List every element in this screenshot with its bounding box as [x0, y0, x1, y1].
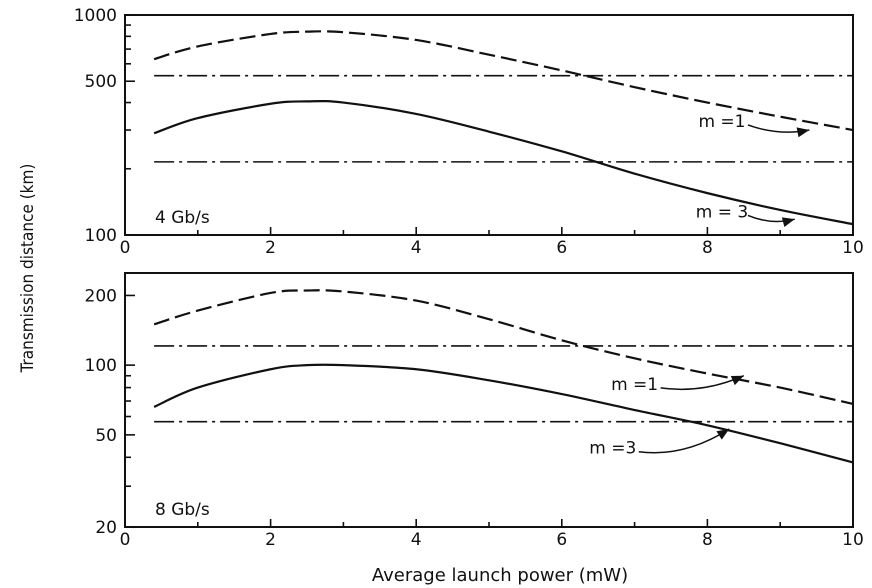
x-tick-label: 0 [120, 238, 131, 258]
arrowhead [716, 428, 730, 440]
x-tick-label: 4 [411, 530, 422, 550]
arrowhead [796, 127, 810, 138]
x-tick-label: 10 [842, 530, 864, 550]
x-tick-label: 2 [265, 530, 276, 550]
x-tick-label: 10 [842, 238, 864, 258]
dashed-curve [153, 289, 854, 406]
x-tick-label: 4 [411, 238, 422, 258]
series-annotation: m =1 [611, 375, 658, 395]
panel-label: 4 Gb/s [155, 208, 210, 228]
y-tick-label: 200 [85, 286, 117, 306]
y-axis-label: Transmission distance (km) [18, 164, 38, 374]
y-tick-label: 50 [95, 426, 117, 446]
y-tick-label: 100 [85, 226, 117, 246]
arrowhead [730, 375, 744, 386]
y-tick-label: 500 [85, 72, 117, 92]
y-tick-label: 20 [95, 518, 117, 538]
series-annotation: m =3 [589, 439, 636, 459]
panel-label: 8 Gb/s [155, 500, 210, 520]
x-tick-label: 6 [556, 238, 567, 258]
x-tick-label: 2 [265, 238, 276, 258]
x-tick-label: 6 [556, 530, 567, 550]
x-axis-label: Average launch power (mW) [372, 565, 628, 586]
panel-4gbps: 0 2 4 6 8 10 100 500 1000 m =1 m = 3 4 Gb/s [74, 6, 864, 258]
series-annotation: m = 3 [696, 202, 748, 222]
plot-frame [124, 272, 854, 528]
solid-curve [153, 363, 854, 464]
panel-8gbps: 0 2 4 6 8 10 20 50 100 200 m =1 m =3 8 Gb/s [85, 272, 864, 550]
solid-curve [153, 99, 854, 226]
y-tick-label: 1000 [74, 6, 117, 26]
annotation-arrow [660, 375, 745, 391]
x-tick-label: 8 [702, 530, 713, 550]
x-tick-label: 0 [120, 530, 131, 550]
y-tick-label: 100 [85, 356, 117, 376]
dashed-curve [153, 30, 854, 132]
x-tick-label: 8 [702, 238, 713, 258]
arrowhead [781, 217, 795, 228]
series-annotation: m =1 [698, 112, 745, 132]
annotation-arrow [638, 428, 730, 454]
